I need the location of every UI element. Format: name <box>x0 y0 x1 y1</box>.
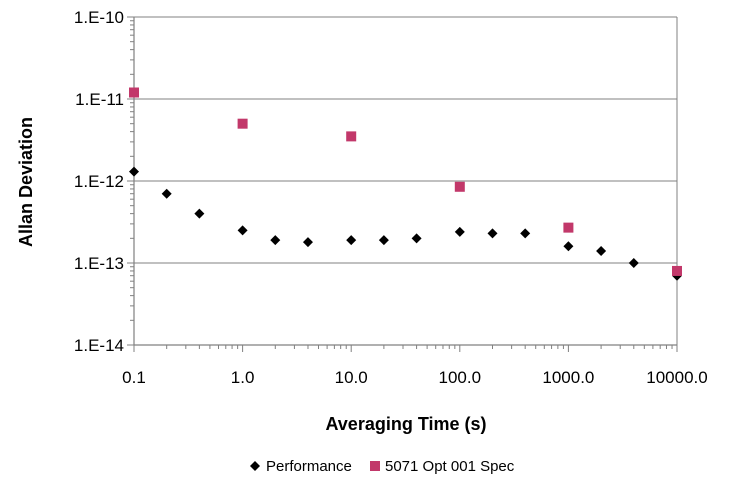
performance-point <box>411 233 422 244</box>
y-axis-title: Allan Deviation <box>16 117 36 247</box>
x-tick-label: 1000.0 <box>542 368 594 387</box>
legend: Performance 5071 Opt 001 Spec <box>250 458 515 475</box>
legend-spec-label: 5071 Opt 001 Spec <box>385 458 515 475</box>
x-tick-label: 10.0 <box>335 368 368 387</box>
data-points <box>129 87 682 281</box>
spec-point <box>129 87 139 98</box>
x-tick-label: 0.1 <box>122 368 146 387</box>
performance-point <box>487 228 498 239</box>
x-axis-title: Averaging Time (s) <box>325 414 486 434</box>
performance-point <box>628 258 639 268</box>
performance-point <box>378 235 389 246</box>
performance-point <box>346 235 357 246</box>
legend-performance-label: Performance <box>266 458 352 475</box>
y-tick-label: 1.E-13 <box>74 254 124 273</box>
performance-point <box>520 228 531 239</box>
tick-labels: 1.E-14 1.E-13 1.E-12 1.E-11 1.E-10 0.1 1.0 10.0… <box>74 8 708 387</box>
x-tick-label: 10000.0 <box>646 368 707 387</box>
y-tick-label: 1.E-12 <box>74 172 124 191</box>
performance-point <box>596 246 607 257</box>
y-tick-label: 1.E-11 <box>75 90 124 109</box>
performance-point <box>194 208 205 219</box>
performance-point <box>161 188 172 199</box>
tick-marks <box>127 16 678 352</box>
legend-performance-marker <box>250 461 260 471</box>
spec-point <box>672 265 682 276</box>
performance-point <box>302 237 313 248</box>
y-tick-label: 1.E-10 <box>74 8 124 27</box>
performance-point <box>129 166 139 177</box>
x-tick-label: 100.0 <box>439 368 482 387</box>
spec-point <box>563 222 574 233</box>
performance-point <box>454 226 465 237</box>
performance-point <box>237 225 248 236</box>
performance-point <box>270 235 281 246</box>
x-tick-label: 1.0 <box>231 368 255 387</box>
spec-point <box>346 131 357 142</box>
legend-spec-marker <box>370 461 380 471</box>
spec-point <box>454 181 465 192</box>
spec-point <box>237 118 248 129</box>
y-tick-label: 1.E-14 <box>74 336 124 355</box>
gridlines <box>134 16 677 264</box>
performance-point <box>563 241 574 252</box>
